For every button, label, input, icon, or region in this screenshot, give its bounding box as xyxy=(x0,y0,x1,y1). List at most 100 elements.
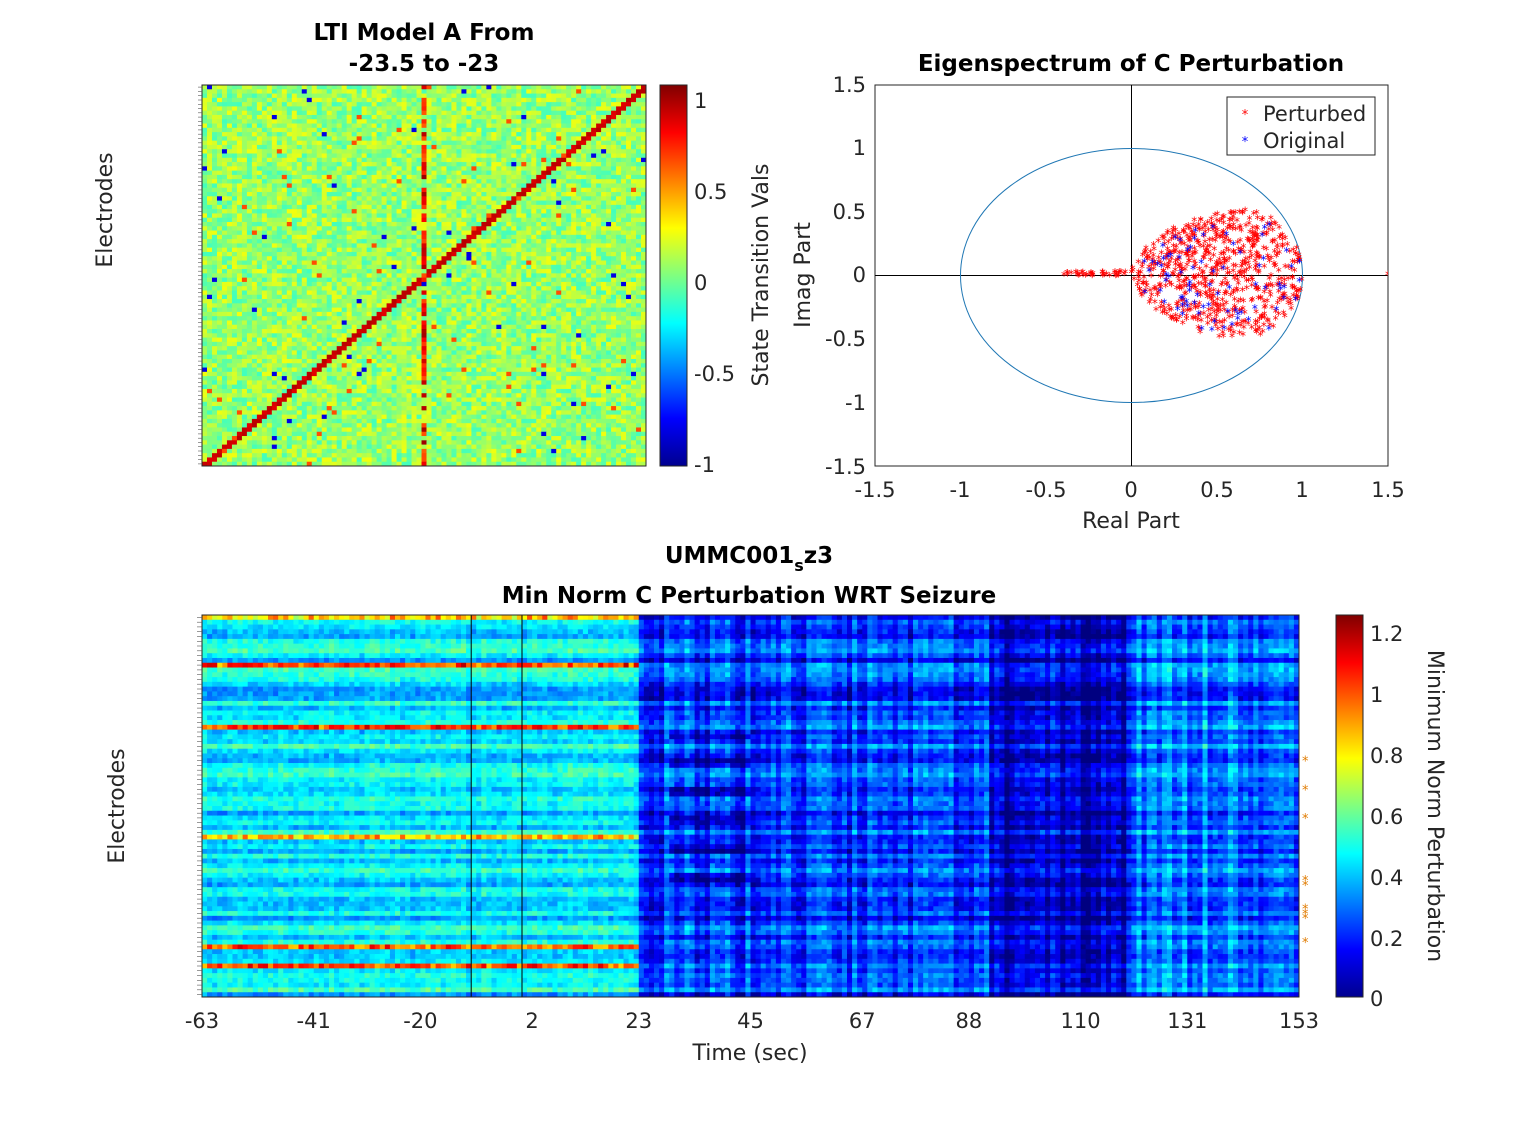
heatmap-a-cell xyxy=(561,123,567,129)
heatmap-a-cell xyxy=(271,273,278,279)
heatmap-a-cell xyxy=(636,166,642,172)
heatmap-a-cell xyxy=(506,174,512,180)
heatmap-a-cell xyxy=(316,294,323,300)
heatmap-a-cell xyxy=(641,320,647,326)
heatmap-a-cell xyxy=(266,290,273,296)
heatmap-a-cell xyxy=(381,239,387,244)
heatmap-a-cell xyxy=(536,217,542,223)
heatmap-a-cell xyxy=(361,162,368,167)
heatmap-a-cell xyxy=(286,294,293,300)
heatmap-a-cell xyxy=(246,85,253,90)
heatmap-a-cell xyxy=(641,221,647,227)
heatmap-a-cell xyxy=(551,303,557,309)
heatmap-a-cell xyxy=(296,303,303,309)
heatmap-a-cell xyxy=(586,183,592,189)
heatmap-a-cell xyxy=(601,196,607,201)
heatmap-a-cell xyxy=(491,226,497,231)
heatmap-a-cell xyxy=(416,269,422,274)
heatmap-a-cell xyxy=(266,179,273,184)
heatmap-a-cell xyxy=(451,294,457,300)
heatmap-a-cell xyxy=(406,277,412,283)
heatmap-a-cell xyxy=(476,320,482,326)
heatmap-a-cell xyxy=(506,127,512,133)
heatmap-a-cell xyxy=(316,316,323,321)
heatmap-a-cell xyxy=(276,221,283,227)
heatmap-a-cell xyxy=(476,213,482,219)
heatmap-a-cell xyxy=(446,162,452,167)
heatmap-a-cell xyxy=(606,119,612,124)
heatmap-a-cell xyxy=(256,307,263,313)
heatmap-a-cell xyxy=(551,217,557,223)
heatmap-a-cell xyxy=(591,243,597,249)
heatmap-a-cell xyxy=(246,299,253,304)
heatmap-a-cell xyxy=(281,196,288,201)
heatmap-a-cell xyxy=(286,102,293,107)
heatmap-a-cell xyxy=(376,320,382,326)
heatmap-a-cell xyxy=(211,187,218,193)
heatmap-a-cell xyxy=(441,162,447,167)
heatmap-a-cell xyxy=(516,307,522,313)
heatmap-a-cell xyxy=(631,174,637,180)
heatmap-a-cell xyxy=(501,243,507,249)
heatmap-a-cell xyxy=(266,157,273,163)
heatmap-a-cell xyxy=(531,213,537,219)
heatmap-a-cell xyxy=(396,89,402,94)
heatmap-a-cell xyxy=(496,251,502,257)
heatmap-a-cell xyxy=(202,217,208,223)
heatmap-a-cell xyxy=(406,213,412,219)
heatmap-a-cell xyxy=(571,192,577,197)
heatmap-a-cell xyxy=(456,290,462,296)
heatmap-a-cell xyxy=(491,303,497,309)
heatmap-a-cell xyxy=(231,153,238,159)
heatmap-a-cell xyxy=(576,89,582,94)
heatmap-a-cell xyxy=(351,239,358,244)
heatmap-a-cell xyxy=(251,316,258,321)
heatmap-a-cell xyxy=(431,213,437,219)
heatmap-a-cell xyxy=(591,196,597,201)
heatmap-a-cell xyxy=(206,290,213,296)
heatmap-a-cell xyxy=(311,311,318,317)
heatmap-a-cell xyxy=(406,247,412,253)
heatmap-a-cell xyxy=(531,277,537,283)
heatmap-a-cell xyxy=(341,162,348,167)
heatmap-a-cell xyxy=(631,170,637,176)
heatmap-a-cell xyxy=(616,123,622,129)
heatmap-a-cell xyxy=(316,269,323,274)
heatmap-a-cell xyxy=(366,209,373,214)
heatmap-a-cell xyxy=(351,281,358,287)
heatmap-a-cell xyxy=(541,166,547,172)
heatmap-a-cell xyxy=(471,264,477,270)
heatmap-a-cell xyxy=(396,243,402,249)
heatmap-a-cell xyxy=(591,269,597,274)
heatmap-a-cell xyxy=(446,273,452,279)
heatmap-a-cell xyxy=(586,153,592,159)
heatmap-a-cell xyxy=(381,196,387,201)
heatmap-a-cell xyxy=(281,149,288,154)
heatmap-a-cell xyxy=(616,183,622,189)
heatmap-a-cell xyxy=(451,234,457,240)
heatmap-a-cell xyxy=(641,157,647,163)
heatmap-a-cell xyxy=(471,192,477,197)
heatmap-a-cell xyxy=(261,179,268,184)
heatmap-a-cell xyxy=(531,281,537,287)
heatmap-a-cell xyxy=(226,204,233,210)
heatmap-a-cell xyxy=(336,127,343,133)
heatmap-a-cell xyxy=(616,166,622,172)
heatmap-a-cell xyxy=(296,311,303,317)
heatmap-a-cell xyxy=(601,157,607,163)
heatmap-a-cell xyxy=(221,136,228,142)
heatmap-a-cell xyxy=(386,162,392,167)
heatmap-a-cell xyxy=(211,209,218,214)
heatmap-a-cell xyxy=(321,213,328,219)
heatmap-a-cell xyxy=(276,93,283,99)
heatmap-a-cell xyxy=(381,316,387,321)
heatmap-a-cell xyxy=(321,149,328,154)
heatmap-a-cell xyxy=(581,183,587,189)
heatmap-a-cell xyxy=(326,256,333,261)
heatmap-a-cell xyxy=(376,221,382,227)
heatmap-a-cell xyxy=(316,239,323,244)
heatmap-a-cell xyxy=(466,123,472,129)
heatmap-a-cell xyxy=(291,226,298,231)
heatmap-a-cell xyxy=(296,204,303,210)
heatmap-a-cell xyxy=(426,320,432,326)
